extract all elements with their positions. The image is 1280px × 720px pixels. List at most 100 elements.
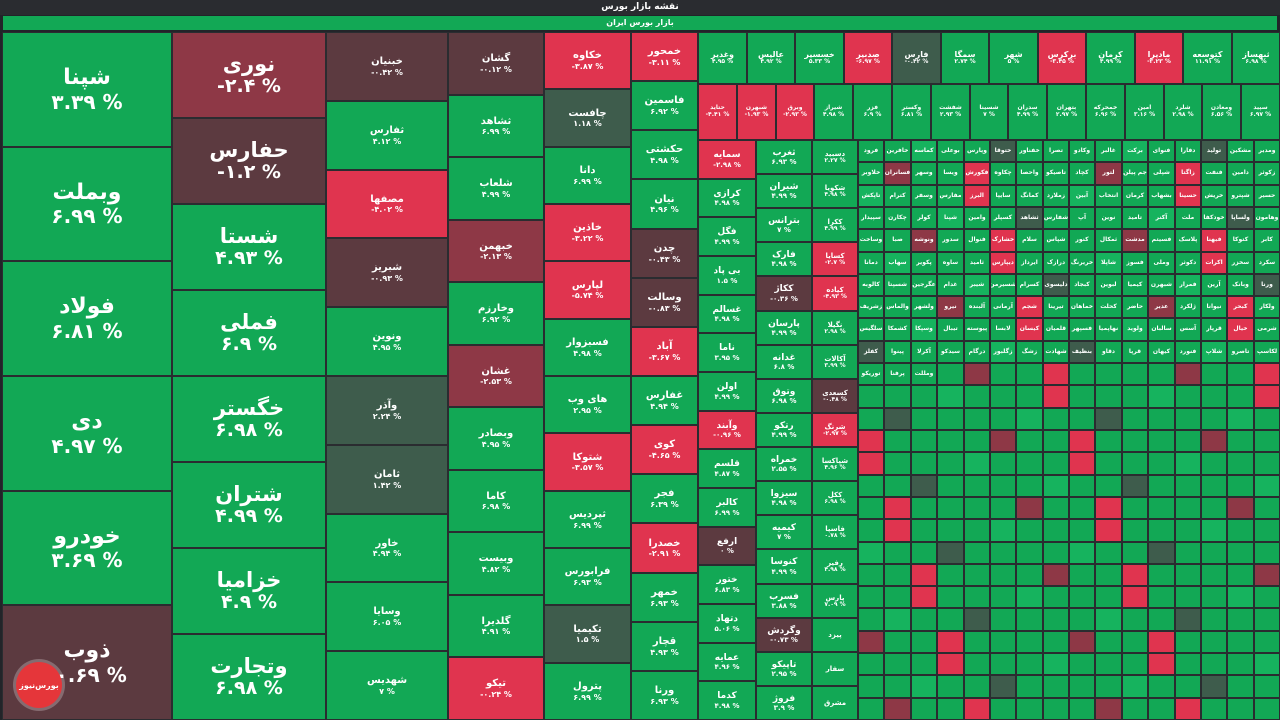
- stock-tile[interactable]: وتوق ۶.۹۸ %: [756, 379, 812, 413]
- stock-tile[interactable]: سالبان: [1148, 318, 1175, 341]
- stock-tile[interactable]: [1095, 385, 1122, 408]
- stock-tile[interactable]: صبا: [884, 229, 911, 252]
- stock-tile[interactable]: [1016, 385, 1043, 408]
- stock-tile[interactable]: تیبال: [937, 318, 964, 341]
- stock-tile[interactable]: کنور: [1069, 229, 1095, 252]
- stock-tile[interactable]: [937, 675, 964, 698]
- stock-tile[interactable]: وساخت: [858, 229, 884, 252]
- stock-tile[interactable]: کوی -۴.۶۵ %: [631, 425, 698, 474]
- stock-tile[interactable]: [1122, 408, 1148, 430]
- stock-tile[interactable]: [1148, 430, 1175, 452]
- stock-tile[interactable]: نهاپمیا: [1095, 318, 1122, 341]
- stock-tile[interactable]: کیسان: [1016, 318, 1043, 341]
- stock-tile[interactable]: [1201, 564, 1227, 586]
- stock-tile[interactable]: [1175, 452, 1201, 475]
- stock-tile[interactable]: [911, 430, 937, 452]
- stock-tile[interactable]: شیران ۴.۹۹ %: [756, 174, 812, 208]
- stock-tile[interactable]: شهدیس ۷ %: [326, 651, 448, 720]
- stock-tile[interactable]: وکادو: [1069, 140, 1095, 162]
- stock-tile[interactable]: [858, 631, 884, 653]
- stock-tile[interactable]: فرابورس ۶.۹۳ %: [544, 548, 631, 605]
- stock-tile[interactable]: بترانس ۷ %: [756, 208, 812, 242]
- stock-tile[interactable]: بتهران ۲.۹۷ %: [1047, 84, 1086, 140]
- stock-tile[interactable]: آکرلا: [911, 341, 937, 363]
- stock-tile[interactable]: [1148, 519, 1175, 542]
- stock-tile[interactable]: شپلی: [1148, 162, 1175, 185]
- stock-tile[interactable]: [1148, 608, 1175, 631]
- stock-tile[interactable]: [1095, 698, 1122, 720]
- stock-tile[interactable]: برکت: [1122, 140, 1148, 162]
- stock-tile[interactable]: کشمکا: [884, 318, 911, 341]
- stock-tile[interactable]: شفشت ۲.۹۳ %: [931, 84, 970, 140]
- stock-tile[interactable]: [990, 631, 1016, 653]
- stock-tile[interactable]: [1201, 698, 1227, 720]
- stock-tile[interactable]: وبملت ۶.۹۹ %: [2, 147, 172, 261]
- stock-tile[interactable]: [1016, 430, 1043, 452]
- stock-tile[interactable]: دتهاد ۵.۰۶ %: [698, 604, 756, 643]
- stock-tile[interactable]: [1095, 586, 1122, 608]
- stock-tile[interactable]: کالبر ۶.۹۹ %: [698, 488, 756, 527]
- stock-tile[interactable]: شلاپ: [1201, 341, 1227, 363]
- stock-tile[interactable]: [1069, 698, 1095, 720]
- stock-tile[interactable]: آرمانی: [990, 296, 1016, 318]
- stock-tile[interactable]: [1175, 586, 1201, 608]
- stock-tile[interactable]: [884, 519, 911, 542]
- stock-tile[interactable]: شتوکا -۳.۵۷ %: [544, 433, 631, 491]
- stock-tile[interactable]: [1227, 586, 1254, 608]
- stock-tile[interactable]: خمهر ۶.۹۳ %: [631, 573, 698, 622]
- stock-tile[interactable]: کماسه: [911, 140, 937, 162]
- stock-tile[interactable]: [1122, 385, 1148, 408]
- stock-tile[interactable]: [1175, 698, 1201, 720]
- stock-tile[interactable]: ولکار: [1254, 296, 1280, 318]
- stock-tile[interactable]: [964, 564, 990, 586]
- stock-tile[interactable]: لپارس -۵.۷۴ %: [544, 261, 631, 319]
- stock-tile[interactable]: بوعلی: [937, 140, 964, 162]
- stock-tile[interactable]: [964, 452, 990, 475]
- stock-tile[interactable]: شبهرن -۱.۹۳ %: [737, 84, 776, 140]
- stock-tile[interactable]: آبین: [1069, 185, 1095, 207]
- stock-tile[interactable]: ساوه: [937, 252, 964, 274]
- stock-tile[interactable]: [1122, 475, 1148, 497]
- stock-tile[interactable]: وامین: [964, 207, 990, 229]
- stock-tile[interactable]: کاما ۶.۹۸ %: [448, 470, 544, 532]
- stock-tile[interactable]: مادیرا -۳.۲۳ %: [1135, 32, 1183, 84]
- stock-tile[interactable]: [1201, 542, 1227, 564]
- stock-tile[interactable]: پکویر: [911, 252, 937, 274]
- stock-tile[interactable]: البرز: [964, 185, 990, 207]
- stock-tile[interactable]: [1122, 452, 1148, 475]
- stock-tile[interactable]: ایرداز: [1016, 252, 1043, 274]
- stock-tile[interactable]: غدام: [937, 274, 964, 296]
- stock-tile[interactable]: [1201, 519, 1227, 542]
- stock-tile[interactable]: دکوثر: [1175, 252, 1201, 274]
- stock-tile[interactable]: وپارس: [964, 140, 990, 162]
- stock-tile[interactable]: دلیسوی: [1043, 274, 1069, 296]
- stock-tile[interactable]: [858, 586, 884, 608]
- stock-tile[interactable]: پیوسته: [964, 318, 990, 341]
- stock-tile[interactable]: شلرد ۲.۹۸ %: [1164, 84, 1202, 140]
- stock-tile[interactable]: شسپتا: [884, 274, 911, 296]
- stock-tile[interactable]: [1227, 408, 1254, 430]
- stock-tile[interactable]: [911, 698, 937, 720]
- stock-tile[interactable]: [1227, 475, 1254, 497]
- stock-tile[interactable]: [1095, 542, 1122, 564]
- stock-tile[interactable]: وملی: [1148, 252, 1175, 274]
- stock-tile[interactable]: [1043, 497, 1069, 519]
- stock-tile[interactable]: [990, 408, 1016, 430]
- stock-tile[interactable]: [1069, 608, 1095, 631]
- stock-tile[interactable]: غدانه ۶.۸ %: [756, 345, 812, 379]
- stock-tile[interactable]: [1201, 430, 1227, 452]
- stock-tile[interactable]: سکرد: [1254, 252, 1280, 274]
- stock-tile[interactable]: تاپکش: [858, 185, 884, 207]
- stock-tile[interactable]: [990, 519, 1016, 542]
- stock-tile[interactable]: ونوین ۴.۹۵ %: [326, 307, 448, 376]
- stock-tile[interactable]: مفارس: [937, 185, 964, 207]
- stock-tile[interactable]: نیوانا: [1201, 296, 1227, 318]
- stock-tile[interactable]: چکاوه: [990, 162, 1016, 185]
- stock-tile[interactable]: [1016, 363, 1043, 385]
- stock-tile[interactable]: فسانران: [884, 162, 911, 185]
- stock-tile[interactable]: [1227, 363, 1254, 385]
- stock-tile[interactable]: خسسیر ۵.۳۳ %: [795, 32, 844, 84]
- stock-tile[interactable]: تصرا: [1043, 140, 1069, 162]
- stock-tile[interactable]: فنورد: [1175, 341, 1201, 363]
- stock-tile[interactable]: [1254, 363, 1280, 385]
